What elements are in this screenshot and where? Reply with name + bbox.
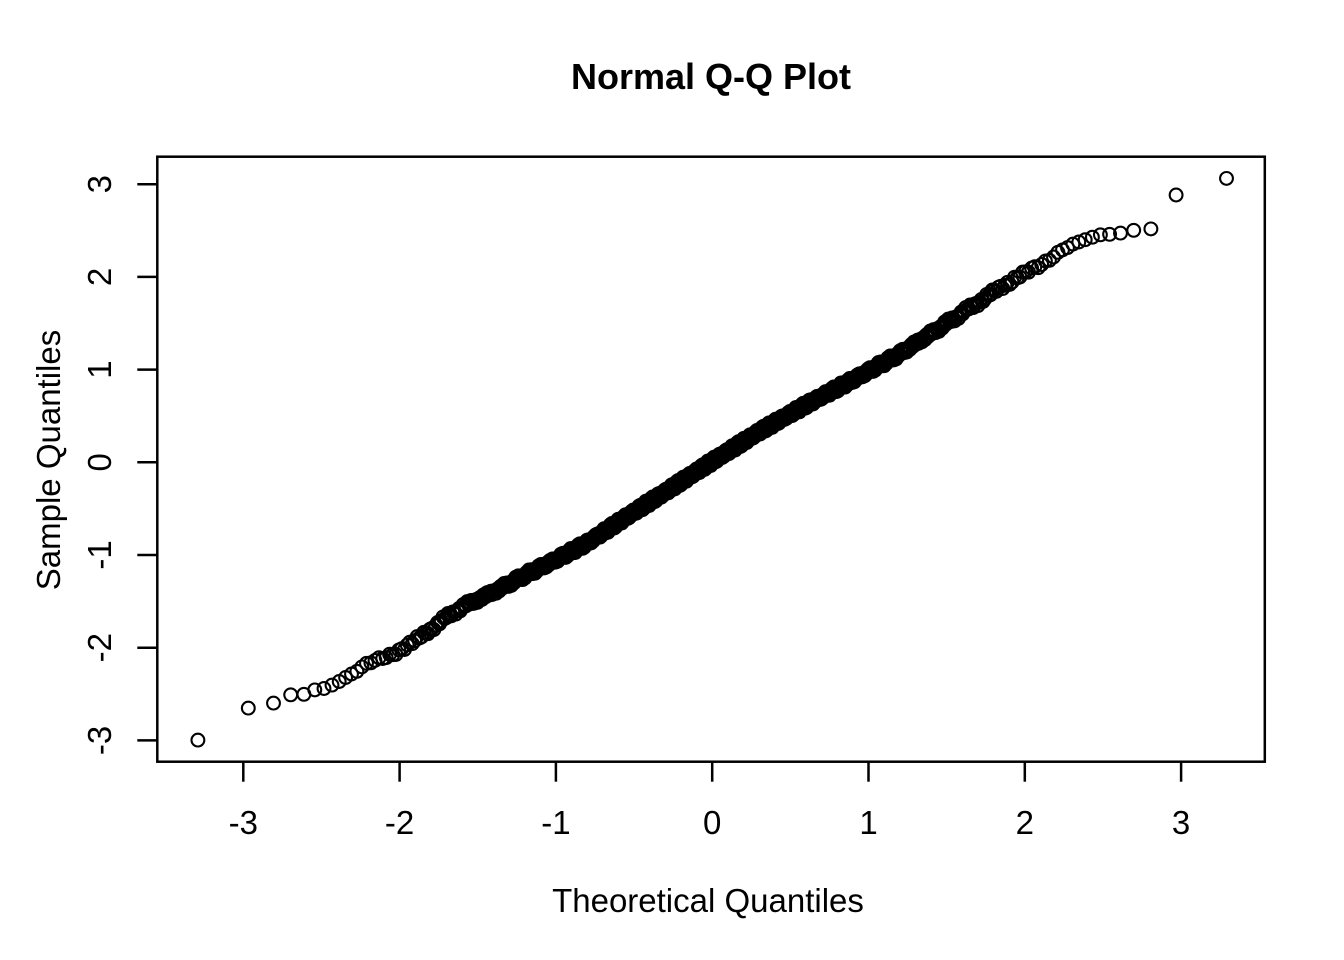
- data-point: [324, 677, 340, 693]
- x-tick-label: 0: [703, 804, 721, 841]
- data-point: [283, 687, 299, 703]
- data-point: [1102, 226, 1118, 242]
- data-point: [1168, 187, 1184, 203]
- x-tick-label: -1: [541, 804, 570, 841]
- x-tick-label: 2: [1016, 804, 1034, 841]
- data-points: [190, 170, 1234, 748]
- x-axis-label: Theoretical Quantiles: [552, 882, 864, 919]
- y-tick-label: 3: [81, 175, 118, 193]
- data-point: [1092, 227, 1108, 243]
- data-point: [1034, 257, 1050, 272]
- data-point: [1046, 249, 1061, 265]
- data-point: [1126, 222, 1142, 238]
- data-point: [307, 682, 323, 698]
- y-tick-label: 2: [81, 268, 118, 286]
- data-point: [1219, 170, 1234, 186]
- data-point: [190, 732, 206, 748]
- x-axis: -3 -2 -1 0 1 2 3: [229, 761, 1190, 841]
- x-tick-label: -2: [385, 804, 414, 841]
- data-point: [1071, 234, 1087, 250]
- data-point: [1041, 252, 1057, 268]
- data-point: [1077, 232, 1093, 248]
- data-point: [316, 681, 332, 696]
- chart-title: Normal Q-Q Plot: [571, 56, 851, 97]
- y-tick-label: -1: [81, 540, 118, 569]
- data-point: [1084, 229, 1100, 245]
- y-axis-label: Sample Quantiles: [30, 330, 67, 590]
- y-tick-label: 1: [81, 360, 118, 378]
- data-point: [266, 695, 281, 711]
- y-tick-label: 0: [81, 453, 118, 471]
- y-tick-label: -2: [81, 633, 118, 662]
- x-tick-label: -3: [229, 804, 258, 841]
- data-point: [240, 700, 256, 716]
- y-axis: -3 -2 -1 0 1 2 3: [81, 175, 158, 755]
- data-point: [378, 650, 394, 666]
- data-point: [1143, 221, 1159, 237]
- y-tick-label: -3: [81, 726, 118, 755]
- x-tick-label: 3: [1172, 804, 1190, 841]
- x-tick-label: 1: [859, 804, 877, 841]
